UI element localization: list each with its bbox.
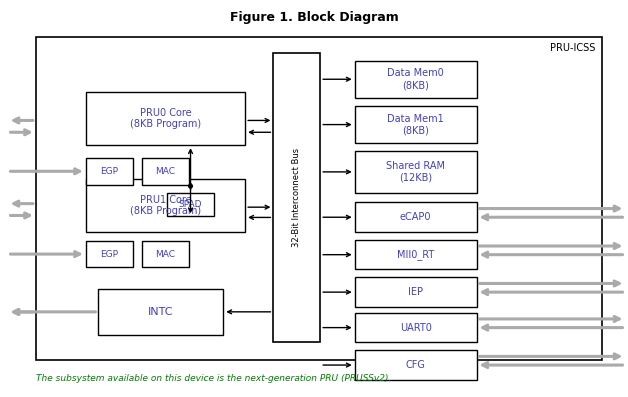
Text: IEP: IEP [408,287,423,297]
Text: SPAD: SPAD [179,200,202,209]
Text: Data Mem0
(8KB): Data Mem0 (8KB) [387,68,444,90]
Bar [355,106,477,143]
Bar [86,158,133,185]
Bar [142,158,189,185]
Bar [273,53,320,342]
Bar [355,278,477,307]
Bar [355,202,477,232]
Text: Shared RAM
(12KB): Shared RAM (12KB) [386,161,445,183]
Text: PRU1 Core
(8KB Program): PRU1 Core (8KB Program) [130,195,201,216]
Bar [355,240,477,270]
Bar [355,151,477,193]
Text: 32-Bit Interconnect Bus: 32-Bit Interconnect Bus [292,148,301,247]
Bar [86,179,245,232]
Bar [167,193,214,216]
Bar [142,241,189,268]
Text: eCAP0: eCAP0 [400,212,431,222]
Text: PRU0 Core
(8KB Program): PRU0 Core (8KB Program) [130,108,201,129]
Bar [36,37,602,360]
Text: EGP: EGP [100,167,118,176]
Text: MAC: MAC [156,250,175,258]
Text: UART0: UART0 [399,323,431,333]
Bar [86,92,245,145]
Bar [86,241,133,268]
Text: MAC: MAC [156,167,175,176]
Text: The subsystem available on this device is the next-generation PRU (PRUSSv2).: The subsystem available on this device i… [36,374,391,383]
Text: EGP: EGP [100,250,118,258]
Text: Data Mem1
(8KB): Data Mem1 (8KB) [387,114,444,135]
Bar [355,350,477,380]
Text: PRU-ICSS: PRU-ICSS [550,43,595,53]
Text: MII0_RT: MII0_RT [397,249,434,260]
Bar [355,60,477,98]
Bar [99,289,224,335]
Text: Figure 1. Block Diagram: Figure 1. Block Diagram [230,11,398,24]
Text: CFG: CFG [406,360,426,370]
Bar [355,313,477,342]
Text: INTC: INTC [148,307,173,317]
